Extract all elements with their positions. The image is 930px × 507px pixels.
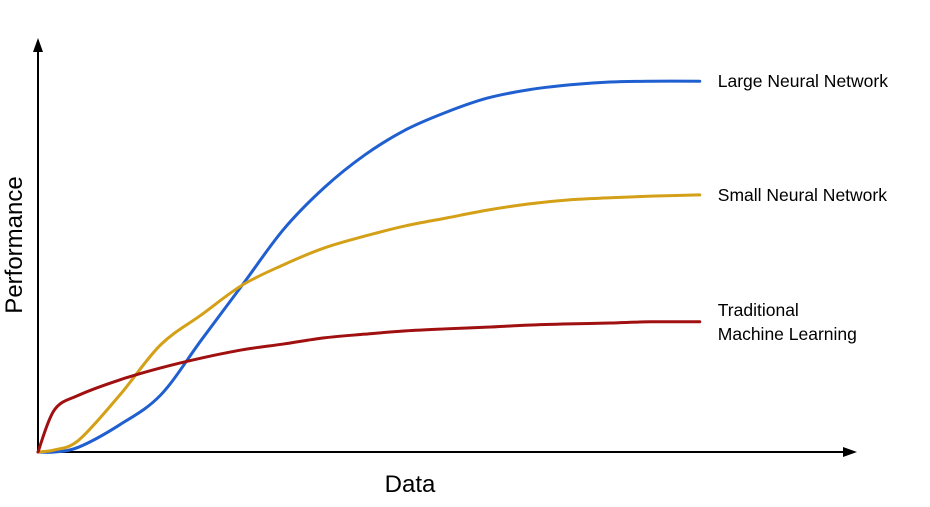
x-axis-title: Data: [385, 471, 436, 498]
line: [36, 79, 702, 454]
series-label: Traditional Machine Learning: [717, 299, 857, 344]
y-axis-arrow: [33, 38, 43, 52]
line: [36, 320, 702, 454]
line: [36, 193, 702, 454]
y-axis-title: Performance: [1, 176, 28, 313]
x-axis-arrow: [843, 447, 857, 457]
series-label: Large Neural Network: [717, 71, 888, 92]
series-label: Small Neural Network: [717, 184, 887, 205]
